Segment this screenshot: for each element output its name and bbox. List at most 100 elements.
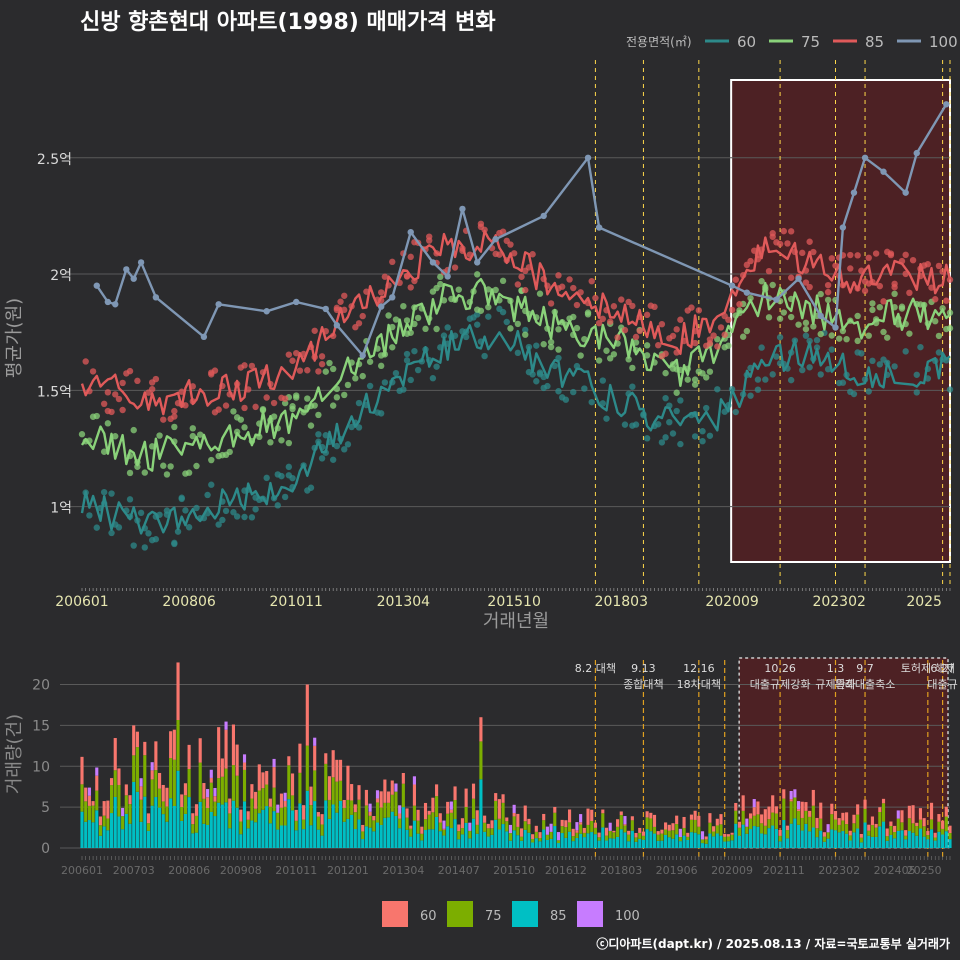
data-point-75 [392,316,400,323]
volume-bar-75 [95,790,99,811]
data-point-85 [285,351,293,358]
data-point-85 [182,402,189,409]
volume-bar-60 [187,744,191,770]
volume-bar-60 [641,831,645,836]
data-point-75 [289,403,296,410]
volume-bar-60 [501,794,505,803]
volume-bar-75 [922,826,926,837]
volume-bar-75 [641,835,645,840]
volume-bar-60 [800,801,804,818]
data-point-75 [691,381,699,388]
volume-bar-75 [741,810,745,825]
volume-bar-60 [135,731,139,748]
data-point-75 [407,329,414,336]
volume-bar-60 [316,812,320,817]
data-point-85 [828,255,836,262]
volume-bar-85 [723,841,727,848]
volume-bar-75 [412,805,416,821]
volume-bar-100 [449,801,453,810]
volume-bar-60 [143,741,147,756]
volume-bar-85 [427,829,431,848]
data-point-85 [359,312,366,320]
data-point-60 [806,364,813,371]
volume-bar-75 [409,828,413,837]
volume-bar-75 [863,808,867,823]
volume-x-tick-label: 201304 [382,864,424,877]
data-point-85 [906,289,913,297]
volume-bar-60 [364,789,368,806]
volume-bar-85 [867,835,871,848]
data-point-60 [115,524,123,531]
volume-bar-85 [948,839,952,848]
data-point-60 [499,308,507,316]
data-point-60 [869,357,876,365]
data-point-75 [167,463,174,470]
volume-bar-75 [675,824,679,835]
volume-bar-75 [553,812,557,827]
data-point-75 [329,402,337,409]
volume-bar-75 [213,801,217,817]
volume-bar-60 [494,793,498,801]
volume-bar-60 [900,810,904,823]
volume-bar-60 [294,809,298,821]
volume-bar-60 [675,815,679,825]
data-point-60 [248,514,256,521]
legend-title: 전용면적(㎡) [626,35,692,49]
data-point-85 [847,251,854,259]
volume-bar-100 [313,737,317,746]
volume-bar-60 [405,808,409,818]
volume-bar-75 [545,834,549,840]
x-tick-label: 201304 [377,594,431,610]
volume-bar-85 [542,829,546,848]
volume-bar-75 [242,769,247,802]
volume-bar-60 [268,798,272,807]
data-point-85 [100,400,108,408]
x-axis-title: 거래년월 [483,611,549,632]
data-point-75 [196,431,204,438]
data-point-75 [293,392,300,399]
volume-bar-75 [671,830,675,839]
volume-bar-85 [671,838,675,848]
data-point-60 [215,521,222,528]
volume-bar-75 [822,836,826,842]
volume-bar-75 [416,820,420,834]
volume-bar-60 [756,801,760,815]
volume-bar-60 [870,816,874,826]
data-point-60 [769,371,776,378]
data-point-85 [222,402,230,409]
volume-bar-85 [915,835,919,848]
data-point-85 [82,358,89,365]
volume-bar-75 [560,826,564,834]
volume-bar-75 [305,745,309,791]
volume-bar-85 [132,781,136,848]
volume-bar-85 [483,831,487,848]
volume-bar-75 [531,838,535,843]
data-point-85 [695,307,703,314]
volume-bar-60 [194,804,199,816]
volume-bar-100 [209,769,213,778]
volume-bar-75 [778,835,782,842]
data-point-85 [112,391,119,398]
volume-bar-60 [841,812,845,821]
volume-bar-85 [549,838,553,848]
data-point-60 [802,332,810,339]
volume-bar-85 [730,840,734,848]
volume-bar-85 [719,835,723,848]
volume-bar-85 [516,835,520,848]
data-point-85 [389,258,396,266]
data-point-75 [691,376,699,383]
volume-bar-85 [527,832,531,848]
volume-bar-85 [815,837,819,848]
data-point-75 [499,277,507,285]
volume-bar-85 [272,811,276,848]
volume-bar-60 [671,823,675,831]
data-point-60 [407,376,414,384]
data-point-75 [326,359,333,367]
data-point-85 [806,283,813,291]
data-point-75 [400,302,407,310]
volume-bar-60 [560,819,564,827]
volume-bar-100 [512,804,516,813]
data-point-85 [710,332,717,339]
data-point-60 [603,415,610,422]
data-point-85 [810,248,817,256]
